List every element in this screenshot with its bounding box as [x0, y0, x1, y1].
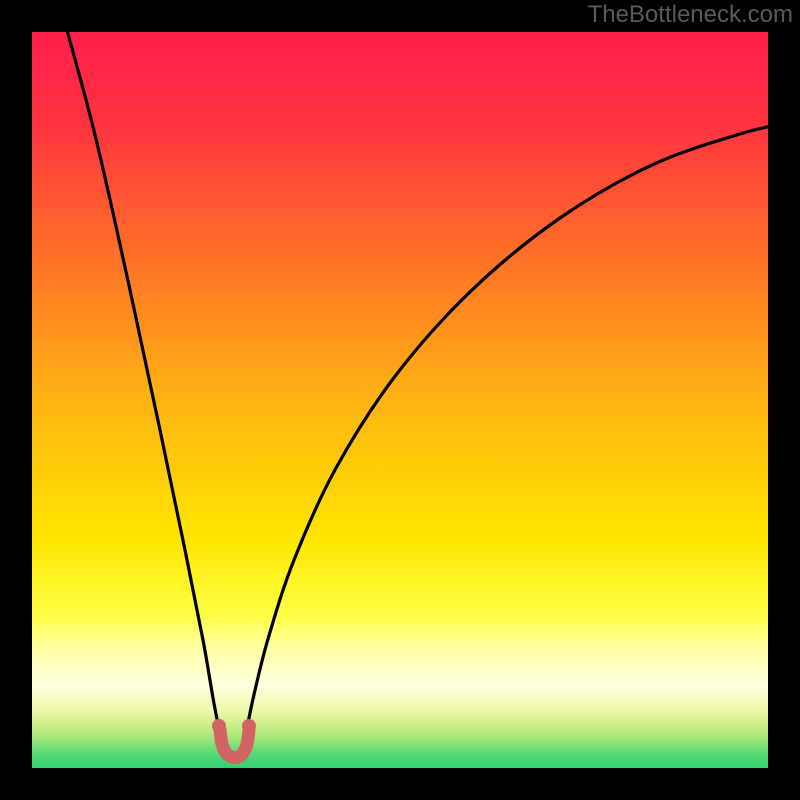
chart-stage: TheBottleneck.com [0, 0, 800, 800]
watermark-text: TheBottleneck.com [588, 1, 793, 28]
marker-dot-right [242, 719, 256, 733]
gradient-background [16, 16, 784, 784]
bottleneck-chart: TheBottleneck.com [0, 0, 800, 800]
marker-dot-left [212, 719, 226, 733]
